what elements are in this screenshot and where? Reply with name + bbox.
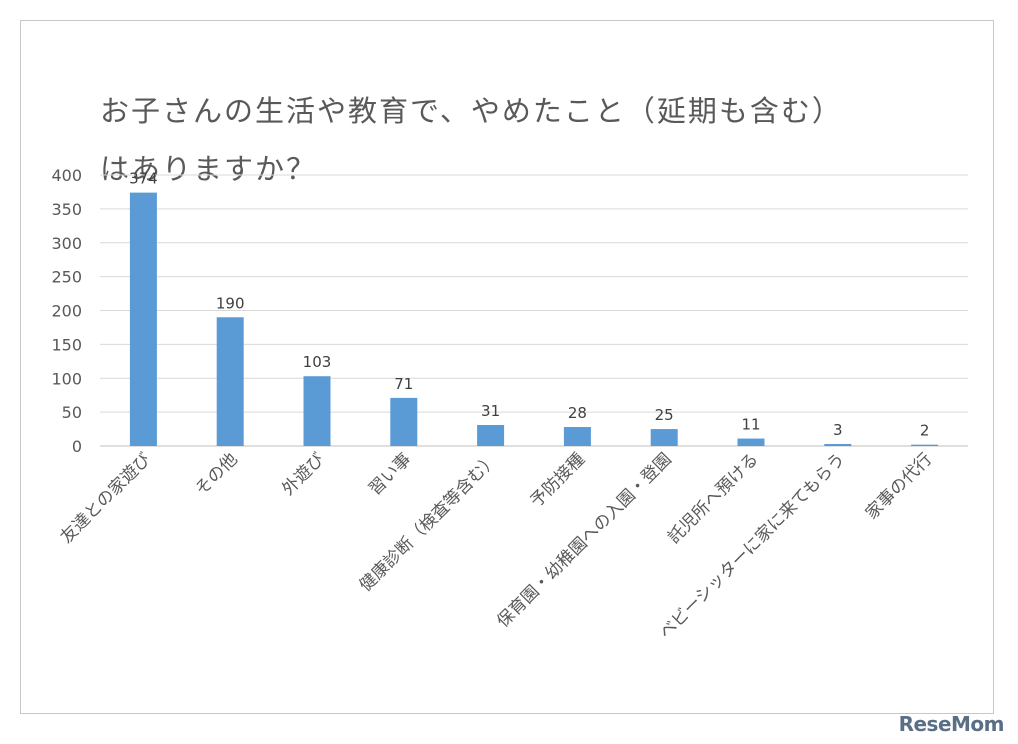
x-tick-label: 家事の代行: [862, 449, 936, 523]
x-tick-label: 保育園・幼稚園への入園・登園: [493, 449, 675, 631]
bar: [303, 376, 331, 446]
x-tick-label: 友達との家遊び: [57, 449, 155, 547]
y-tick-label: 400: [51, 166, 82, 185]
resemom-logo: ReseMom: [898, 712, 1005, 736]
bar: [390, 397, 418, 446]
bar: [911, 444, 939, 446]
x-tick-label: 外遊び: [278, 449, 328, 499]
data-label: 190: [216, 294, 245, 312]
data-label: 31: [481, 402, 500, 420]
y-tick-label: 100: [51, 369, 82, 388]
y-tick-label: 150: [51, 335, 82, 354]
y-axis-ticks: 0 50 100 150 200 250 300 350 400: [51, 166, 82, 456]
y-tick-label: 300: [51, 234, 82, 253]
data-label: 374: [129, 170, 158, 188]
x-tick-label: その他: [192, 449, 242, 499]
data-label: 2: [920, 422, 930, 440]
chart-title: お子さんの生活や教育で、やめたこと（延期も含む）はありますか？: [100, 94, 843, 186]
x-tick-label: ベビーシッターに家に来てもらう: [656, 449, 850, 643]
data-label: 28: [568, 404, 587, 422]
data-label: 11: [741, 416, 760, 434]
data-label: 103: [303, 353, 332, 371]
x-tick-label: 託児所へ預ける: [664, 449, 762, 547]
x-tick-label: 健康診断（検査等含む）: [356, 449, 502, 595]
y-tick-label: 50: [62, 403, 82, 422]
gridlines: [100, 174, 968, 447]
data-label: 71: [394, 375, 413, 393]
y-tick-label: 250: [51, 268, 82, 287]
bar: [824, 443, 852, 446]
y-tick-label: 0: [72, 437, 82, 456]
y-tick-label: 350: [51, 200, 82, 219]
bar: [737, 438, 765, 446]
y-tick-label: 200: [51, 302, 82, 321]
bar: [650, 429, 678, 446]
data-label: 3: [833, 421, 843, 439]
bar: [477, 424, 505, 446]
bars: [129, 192, 939, 446]
bar: [216, 317, 244, 446]
x-tick-label: 予防接種: [527, 449, 589, 511]
data-labels: 374 190 103 71 31 28 25 11 3 2: [129, 170, 929, 440]
bar: [563, 427, 591, 446]
x-tick-label: 習い事: [365, 449, 415, 499]
chart-frame: [20, 20, 994, 714]
data-label: 25: [655, 406, 674, 424]
bar: [129, 192, 157, 446]
